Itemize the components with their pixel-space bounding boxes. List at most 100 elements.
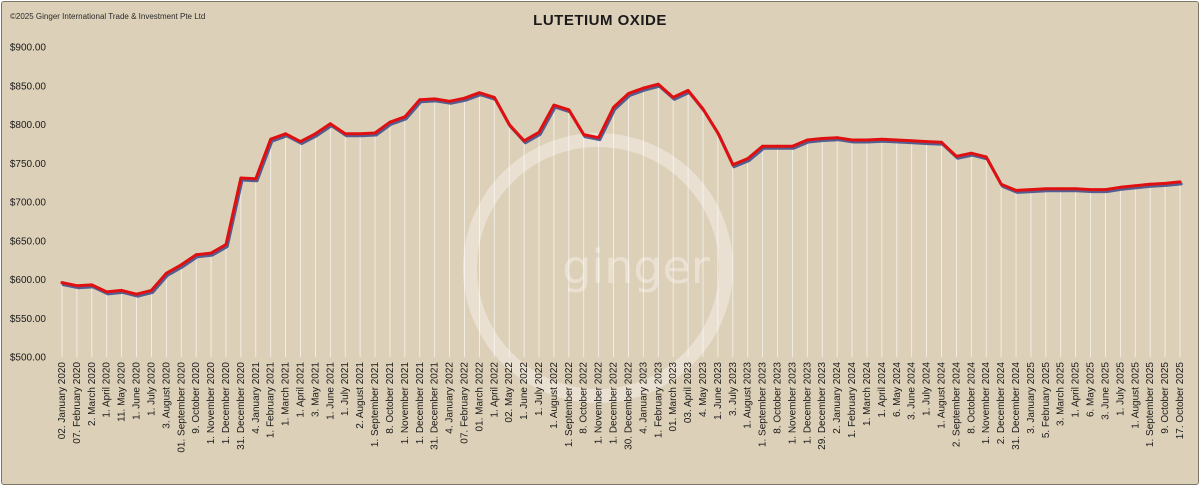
data-point — [1148, 182, 1152, 186]
x-tick-label: 6. May 2025 — [1086, 362, 1097, 417]
data-point — [194, 253, 198, 257]
x-tick-label: 1. August 2025 — [1130, 362, 1141, 429]
x-tick-label: 3. August 2020 — [161, 362, 172, 429]
x-tick-label: 4. May 2023 — [698, 362, 709, 417]
x-tick-label: 2. September 2024 — [951, 362, 962, 447]
x-tick-label: 1. December 2020 — [221, 362, 232, 445]
data-point — [820, 137, 824, 140]
x-tick-label: 30. December 2022 — [623, 362, 634, 450]
y-tick-label: $700.00 — [10, 198, 47, 209]
data-point — [537, 130, 541, 134]
x-tick-label: 01. March 2022 — [474, 362, 485, 432]
data-point — [731, 163, 735, 167]
x-tick-label: 1. September 2025 — [1145, 362, 1156, 447]
x-tick-label: 3. July 2023 — [728, 362, 739, 416]
copyright-text: ©2025 Ginger International Trade & Inves… — [10, 12, 206, 21]
x-tick-label: 1. July 2021 — [340, 362, 351, 416]
data-point — [448, 99, 451, 103]
x-tick-label: 1. June 2020 — [132, 362, 143, 420]
x-axis: 02. January 2020 07. February 2020 2. Marc… — [57, 362, 1186, 453]
data-point — [254, 177, 258, 181]
data-point — [746, 157, 750, 161]
x-tick-label: 11. May 2020 — [117, 362, 128, 422]
x-tick-label: 1. November 2020 — [206, 362, 217, 445]
series-line — [60, 82, 1182, 296]
data-point — [582, 133, 586, 136]
x-tick-label: 3. January 2025 — [1026, 362, 1037, 434]
x-tick-label: 31. December 2021 — [430, 362, 441, 450]
data-point — [328, 122, 332, 126]
data-point — [1133, 184, 1137, 188]
data-point — [955, 154, 958, 158]
x-tick-label: 1. April 2025 — [1071, 362, 1082, 418]
data-point — [716, 131, 720, 135]
x-tick-label: 1. April 2020 — [102, 362, 113, 418]
x-tick-label: 1. September 2021 — [370, 362, 381, 447]
data-point — [522, 139, 526, 143]
watermark-logo: ginger — [463, 133, 733, 403]
x-tick-label: 1. August 2023 — [743, 362, 754, 429]
x-tick-label: 1. February 2023 — [653, 362, 664, 439]
x-tick-label: 1. November 2023 — [787, 362, 798, 445]
x-tick-label: 1. April 2024 — [877, 362, 888, 418]
y-tick-label: $850.00 — [10, 81, 47, 92]
data-point — [701, 107, 705, 111]
x-tick-label: 1. July 2025 — [1115, 362, 1126, 416]
x-tick-label: 1. December 2022 — [609, 362, 620, 445]
data-point — [90, 283, 94, 287]
y-tick-label: $800.00 — [10, 120, 47, 131]
data-point — [105, 290, 109, 294]
data-point — [209, 251, 213, 255]
data-point — [224, 243, 228, 247]
x-tick-label: 3. June 2024 — [907, 362, 918, 420]
data-point — [612, 106, 615, 109]
x-tick-label: 4. January 2023 — [638, 362, 649, 434]
x-tick-label: 1. February 2024 — [847, 362, 858, 439]
data-point — [597, 136, 601, 140]
data-point — [671, 95, 675, 99]
y-tick-label: $750.00 — [10, 159, 47, 170]
x-tick-label: 1. April 2021 — [296, 362, 307, 418]
x-tick-label: 02. May 2022 — [504, 362, 515, 423]
data-point — [776, 144, 779, 148]
x-tick-label: 1. August 2024 — [936, 362, 947, 429]
watermark-text: ginger — [562, 240, 710, 294]
x-tick-label: 1. September 2023 — [758, 362, 769, 447]
x-tick-label: 31. December 2024 — [1011, 362, 1022, 450]
x-tick-label: 1. June 2022 — [519, 362, 530, 420]
data-point — [179, 263, 183, 267]
x-tick-label: 1. March 2021 — [281, 362, 292, 426]
data-point — [940, 140, 943, 144]
data-point — [120, 288, 124, 292]
data-point — [895, 138, 899, 142]
data-point — [299, 140, 302, 143]
data-point — [1163, 182, 1167, 185]
x-tick-label: 5. February 2025 — [1041, 362, 1052, 439]
x-tick-label: 01. March 2023 — [668, 362, 679, 432]
x-tick-label: 1. April 2022 — [489, 362, 500, 418]
data-point — [656, 82, 660, 86]
data-point — [1118, 185, 1122, 189]
x-tick-label: 8. October 2023 — [773, 362, 784, 434]
data-point — [761, 144, 765, 148]
data-point — [1074, 187, 1078, 191]
x-tick-label: 01. September 2020 — [176, 362, 187, 453]
x-tick-label: 1. December 2021 — [415, 362, 426, 445]
data-point — [60, 281, 64, 284]
x-tick-label: 1. July 2024 — [922, 362, 933, 416]
data-point — [388, 120, 392, 124]
y-tick-label: $900.00 — [10, 43, 47, 54]
data-point — [910, 139, 914, 143]
data-point — [1014, 188, 1018, 192]
data-point — [984, 155, 988, 159]
data-point — [135, 292, 138, 296]
drop-lines — [61, 84, 1181, 357]
x-tick-label: 1. November 2021 — [400, 362, 411, 445]
data-point — [805, 138, 809, 142]
x-tick-label: 8. October 2022 — [579, 362, 590, 434]
x-tick-label: 1. December 2023 — [802, 362, 813, 445]
y-tick-label: $650.00 — [10, 236, 47, 247]
data-point — [343, 132, 347, 136]
data-point — [477, 91, 481, 95]
